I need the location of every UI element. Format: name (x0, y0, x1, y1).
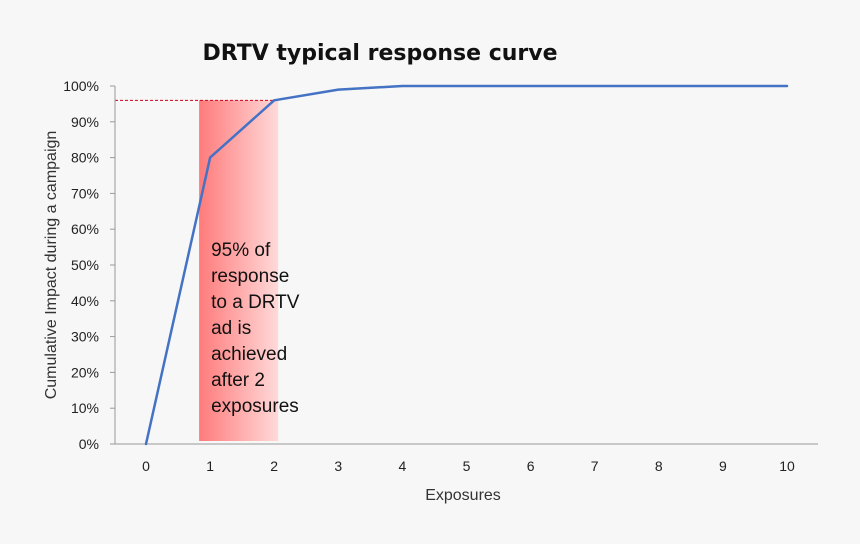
y-axis-title: Cumulative Impact during a campaign (43, 131, 60, 400)
x-tick-label: 3 (334, 458, 342, 474)
annotation-line: 95% of (211, 240, 271, 261)
y-tick-label: 10% (71, 400, 99, 416)
y-tick-label: 50% (71, 257, 99, 273)
x-tick-label: 4 (399, 458, 407, 474)
x-tick-label: 8 (655, 458, 663, 474)
y-tick-label: 0% (79, 436, 99, 452)
y-tick-label: 80% (71, 150, 99, 166)
chart-title: DRTV typical response curve (202, 41, 557, 66)
x-tick-label: 5 (463, 458, 471, 474)
annotation-line: response (211, 266, 289, 287)
x-tick-label: 7 (591, 458, 599, 474)
x-tick-label: 1 (206, 458, 214, 474)
y-tick-label: 60% (71, 221, 99, 237)
x-tick-label: 2 (270, 458, 278, 474)
x-tick-label: 0 (142, 458, 150, 474)
y-tick-label: 20% (71, 364, 99, 380)
annotation-line: to a DRTV (211, 292, 300, 313)
x-axis-title: Exposures (425, 487, 501, 504)
y-tick-label: 100% (63, 78, 99, 94)
annotation-line: achieved (211, 344, 287, 365)
y-tick-label: 70% (71, 185, 99, 201)
x-tick-label: 9 (719, 458, 727, 474)
y-tick-label: 90% (71, 114, 99, 130)
annotation-line: after 2 (211, 370, 265, 391)
annotation-line: exposures (211, 396, 299, 417)
annotation-line: ad is (211, 318, 251, 339)
series-line (144, 84, 789, 446)
x-tick-label: 10 (779, 458, 795, 474)
y-tick-label: 30% (71, 329, 99, 345)
x-tick-label: 6 (527, 458, 535, 474)
y-tick-label: 40% (71, 293, 99, 309)
